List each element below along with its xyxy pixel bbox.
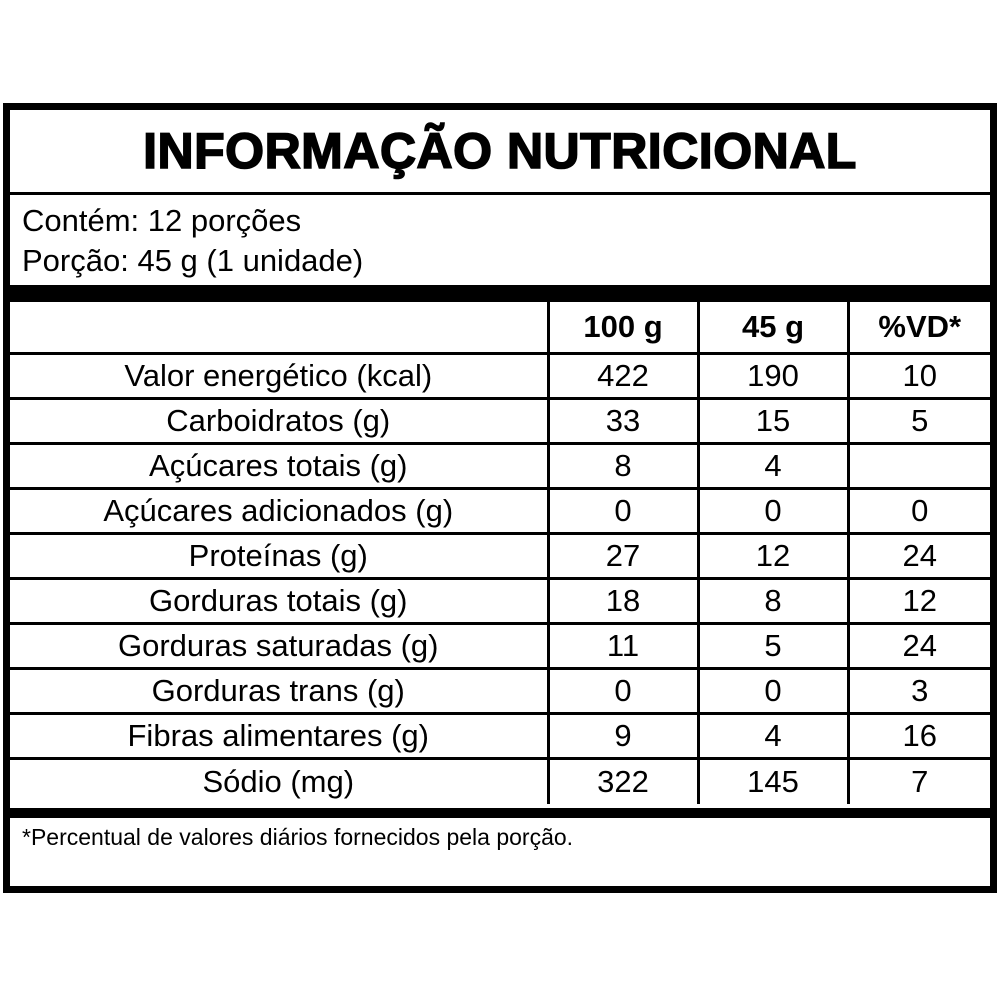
value-45g: 0	[696, 487, 848, 534]
table-row: Fibras alimentares (g) 9 4 16	[10, 712, 990, 759]
value-45g: 190	[696, 353, 848, 399]
value-100g: 0	[546, 667, 698, 714]
column-header-100g: 100 g	[546, 302, 698, 355]
value-100g: 322	[546, 757, 698, 804]
value-100g: 9	[546, 712, 698, 759]
title-divider	[10, 192, 990, 195]
value-100g: 33	[546, 397, 698, 444]
header-row: 100 g 45 g %VD*	[10, 302, 990, 355]
daily-values-footnote: *Percentual de valores diários fornecido…	[22, 823, 574, 850]
value-100g: 27	[546, 532, 698, 579]
nutrition-table: 100 g 45 g %VD* Valor energético (kcal) …	[10, 302, 990, 804]
value-100g: 0	[546, 487, 698, 534]
nutrient-label: Valor energético (kcal)	[124, 358, 433, 393]
nutrient-label: Açúcares totais (g)	[10, 442, 548, 489]
table-row: Sódio (mg) 322 145 7	[10, 757, 990, 804]
value-pct-vd	[846, 442, 990, 489]
table-row: Açúcares adicionados (g) 0 0 0	[10, 487, 990, 534]
nutrient-label: Sódio (mg)	[10, 757, 548, 804]
table-row: Gorduras saturadas (g) 11 5 24	[10, 622, 990, 669]
nutrient-label: Gorduras trans (g)	[10, 667, 548, 714]
table-row: Carboidratos (g) 33 15 5	[10, 397, 990, 444]
portion-size-line: Porção: 45 g (1 unidade)	[22, 243, 364, 278]
nutrient-label: Fibras alimentares (g)	[10, 712, 548, 759]
nutrient-label: Carboidratos (g)	[10, 397, 548, 444]
value-100g: 8	[546, 442, 698, 489]
nutrient-label: Açúcares adicionados (g)	[10, 487, 548, 534]
value-45g: 12	[696, 532, 848, 579]
separator-bar-bottom	[10, 807, 990, 818]
column-header-45g: 45 g	[696, 302, 848, 355]
nutrient-label: Gorduras totais (g)	[10, 577, 548, 624]
serving-info: Contém: 12 porções Porção: 45 g (1 unida…	[10, 195, 990, 285]
value-pct-vd: 24	[846, 532, 990, 579]
value-pct-vd: 12	[846, 577, 990, 624]
value-100g: 18	[546, 577, 698, 624]
value-100g: 11	[546, 622, 698, 669]
title-section: INFORMAÇÃO NUTRICIONAL	[10, 110, 990, 192]
value-pct-vd: 16	[846, 712, 990, 759]
table-row: Valor energético (kcal) 422 190 10	[10, 353, 990, 399]
value-45g: 5	[696, 622, 848, 669]
footnote-section: *Percentual de valores diários fornecido…	[10, 818, 990, 851]
table-row: Gorduras trans (g) 0 0 3	[10, 667, 990, 714]
value-45g: 145	[696, 757, 848, 804]
servings-count-line: Contém: 12 porções	[22, 203, 302, 238]
column-header-nutrient	[10, 302, 548, 355]
value-45g: 0	[696, 667, 848, 714]
value-45g: 8	[696, 577, 848, 624]
nutrient-label: Proteínas (g)	[10, 532, 548, 579]
value-pct-vd: 5	[846, 397, 990, 444]
value-45g: 4	[696, 442, 848, 489]
value-pct-vd: 10	[846, 353, 990, 399]
value-pct-vd: 3	[846, 667, 990, 714]
separator-bar-top	[10, 285, 990, 302]
table-row: Proteínas (g) 27 12 24	[10, 532, 990, 579]
value-45g: 15	[696, 397, 848, 444]
table-row: Açúcares totais (g) 8 4	[10, 442, 990, 489]
page-title: INFORMAÇÃO NUTRICIONAL	[142, 122, 857, 180]
table-row: Gorduras totais (g) 18 8 12	[10, 577, 990, 624]
column-header-pct-vd: %VD*	[846, 302, 990, 355]
value-pct-vd: 7	[846, 757, 990, 804]
value-45g: 4	[696, 712, 848, 759]
nutrient-label: Gorduras saturadas (g)	[10, 622, 548, 669]
value-100g: 422	[546, 353, 698, 399]
value-pct-vd: 0	[846, 487, 990, 534]
nutrition-label: INFORMAÇÃO NUTRICIONAL Contém: 12 porçõe…	[3, 103, 997, 893]
value-pct-vd: 24	[846, 622, 990, 669]
